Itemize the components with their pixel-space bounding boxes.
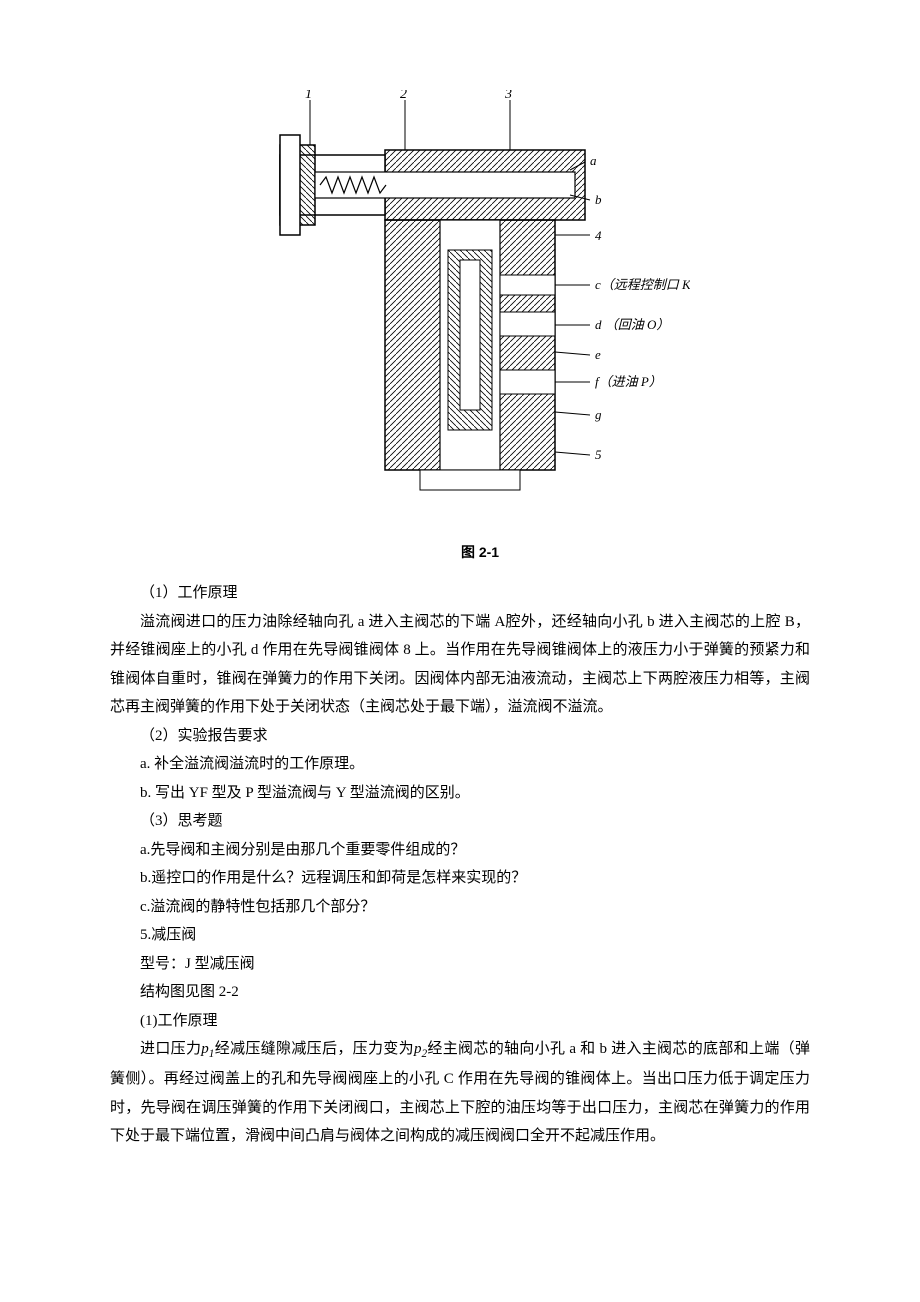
section-2-item-a: a. 补全溢流阀溢流时的工作原理。 [110,750,810,779]
figure-label-3: 3 [504,90,512,102]
figure-label-a: a [590,153,597,168]
figure-label-f: f（进油 P） [595,374,662,389]
figure-label-e: e [595,347,601,362]
section-5-sub1: (1)工作原理 [110,1007,810,1036]
section-3-item-b: b.遥控口的作用是什么？远程调压和卸荷是怎样来实现的？ [110,864,810,893]
section-5-title: 5.减压阀 [110,921,810,950]
figure-label-2: 2 [400,90,407,102]
text-fragment: 进口压力 [140,1041,201,1057]
figure-label-c: c（远程控制口 K） [595,277,690,292]
variable-p1: p1 [201,1041,214,1057]
figure-label-5: 5 [595,447,602,462]
valve-diagram: 1 2 3 a b 4 c（远程控制口 K） d （回油 O） e f（进油 P… [270,90,690,510]
figure-label-4: 4 [595,228,602,243]
section-3-item-a: a.先导阀和主阀分别是由那几个重要零件组成的？ [110,836,810,865]
section-3-title: （3）思考题 [110,807,810,836]
section-3-item-c: c.溢流阀的静特性包括那几个部分？ [110,893,810,922]
section-1-paragraph: 溢流阀进口的压力油除经轴向孔 a 进入主阀芯的下端 A腔外，还经轴向小孔 b 进… [110,608,810,722]
variable-p2: p2 [414,1041,427,1057]
figure-label-d: d （回油 O） [595,317,669,332]
section-5-ref: 结构图见图 2-2 [110,978,810,1007]
section-5-type: 型号：J 型减压阀 [110,950,810,979]
section-2-title: （2）实验报告要求 [110,722,810,751]
figure-label-b: b [595,192,602,207]
figure-label-g: g [595,407,602,422]
section-5-paragraph: 进口压力p1经减压缝隙减压后，压力变为p2经主阀芯的轴向小孔 a 和 b 进入主… [110,1035,810,1151]
figure-label-1: 1 [305,90,312,102]
section-2-item-b: b. 写出 YF 型及 P 型溢流阀与 Y 型溢流阀的区别。 [110,779,810,808]
section-1-title: （1）工作原理 [110,579,810,608]
figure-2-1: 1 2 3 a b 4 c（远程控制口 K） d （回油 O） e f（进油 P… [270,90,690,521]
text-fragment: 经减压缝隙减压后，压力变为 [214,1041,414,1057]
figure-caption: 图 2-1 [150,539,810,566]
figure-2-1-container: 1 2 3 a b 4 c（远程控制口 K） d （回油 O） e f（进油 P… [110,90,810,565]
